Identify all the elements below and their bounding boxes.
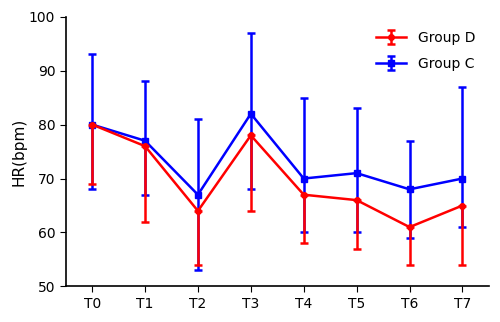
Legend: Group D, Group C: Group D, Group C [369,24,482,78]
Y-axis label: HR(bpm): HR(bpm) [11,118,26,186]
